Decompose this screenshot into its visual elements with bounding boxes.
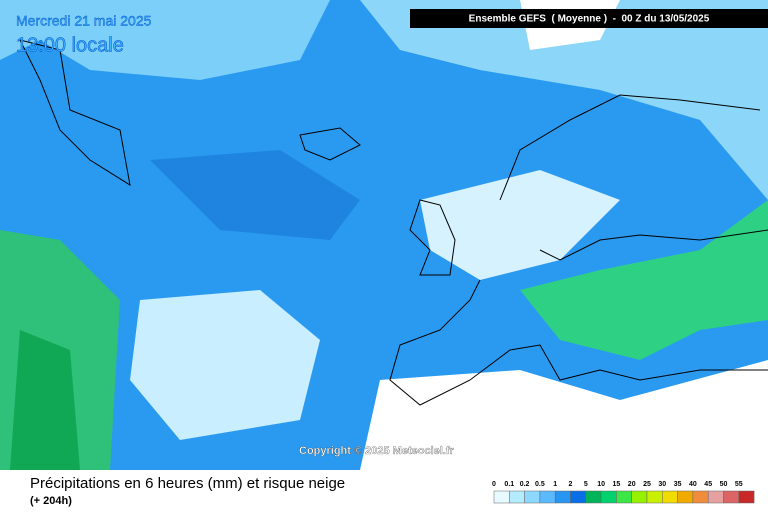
precip-none bbox=[360, 360, 768, 470]
legend-swatch bbox=[723, 490, 740, 504]
legend-label: 0 bbox=[492, 481, 496, 488]
legend-label: 10 bbox=[597, 481, 605, 488]
legend-label: 15 bbox=[613, 481, 621, 488]
model-banner bbox=[410, 9, 768, 28]
border bbox=[539, 229, 768, 261]
map: Copyright © 2025 Meteociel.fr bbox=[0, 0, 768, 470]
precip-medium bbox=[150, 150, 360, 240]
legend: 0 0.1 0.2 0.5 1 2 5 10 15 20 25 30 35 40 45 50 55 bbox=[492, 481, 755, 504]
legend-swatch bbox=[539, 490, 556, 504]
time-label: 13:00 locale bbox=[16, 34, 124, 56]
legend-swatch bbox=[493, 490, 510, 504]
precip-light bbox=[0, 0, 330, 80]
precip-moderate bbox=[520, 200, 768, 360]
legend-label: 0.1 bbox=[504, 481, 514, 488]
precip-none bbox=[130, 290, 320, 440]
legend-swatch bbox=[524, 490, 541, 504]
legend-swatch bbox=[554, 490, 571, 504]
legend-label: 1 bbox=[553, 481, 557, 488]
legend-swatch bbox=[662, 490, 678, 504]
coastline bbox=[389, 279, 768, 406]
footer-lead: (+ 204h) bbox=[30, 495, 72, 507]
legend-label: 40 bbox=[689, 481, 697, 488]
legend-label: 30 bbox=[658, 481, 666, 488]
precip-light bbox=[360, 0, 768, 200]
legend-label: 35 bbox=[674, 481, 682, 488]
legend-swatch bbox=[616, 490, 632, 504]
legend-label: 50 bbox=[720, 481, 728, 488]
coastline bbox=[409, 199, 456, 276]
legend-label: 0.5 bbox=[535, 481, 545, 488]
legend-label: 2 bbox=[569, 481, 573, 488]
legend-swatch bbox=[738, 490, 755, 504]
precip-none bbox=[420, 170, 620, 280]
legend-swatch bbox=[600, 490, 617, 504]
legend-swatch bbox=[646, 490, 663, 504]
legend-swatch bbox=[509, 490, 525, 504]
legend-label: 45 bbox=[704, 481, 712, 488]
footer-title: Précipitations en 6 heures (mm) et risqu… bbox=[30, 475, 345, 492]
model-label: Ensemble GEFS ( Moyenne ) - 00 Z du 13/0… bbox=[469, 14, 710, 25]
date-label: Mercredi 21 mai 2025 bbox=[16, 13, 152, 29]
legend-swatch bbox=[631, 490, 648, 504]
legend-swatch bbox=[570, 490, 587, 504]
coastline bbox=[19, 39, 131, 187]
legend-swatch bbox=[677, 490, 694, 504]
legend-swatch bbox=[707, 490, 724, 504]
legend-label: 0.2 bbox=[520, 481, 530, 488]
legend-label: 25 bbox=[643, 481, 651, 488]
legend-swatch bbox=[692, 490, 709, 504]
legend-label: 5 bbox=[584, 481, 588, 488]
coastline bbox=[299, 127, 361, 161]
legend-swatch bbox=[585, 490, 602, 504]
coastline bbox=[499, 94, 761, 201]
copyright: Copyright © 2025 Meteociel.fr bbox=[299, 445, 455, 457]
legend-label: 20 bbox=[628, 481, 636, 488]
precip-heavy bbox=[10, 330, 80, 470]
legend-label: 55 bbox=[735, 481, 743, 488]
